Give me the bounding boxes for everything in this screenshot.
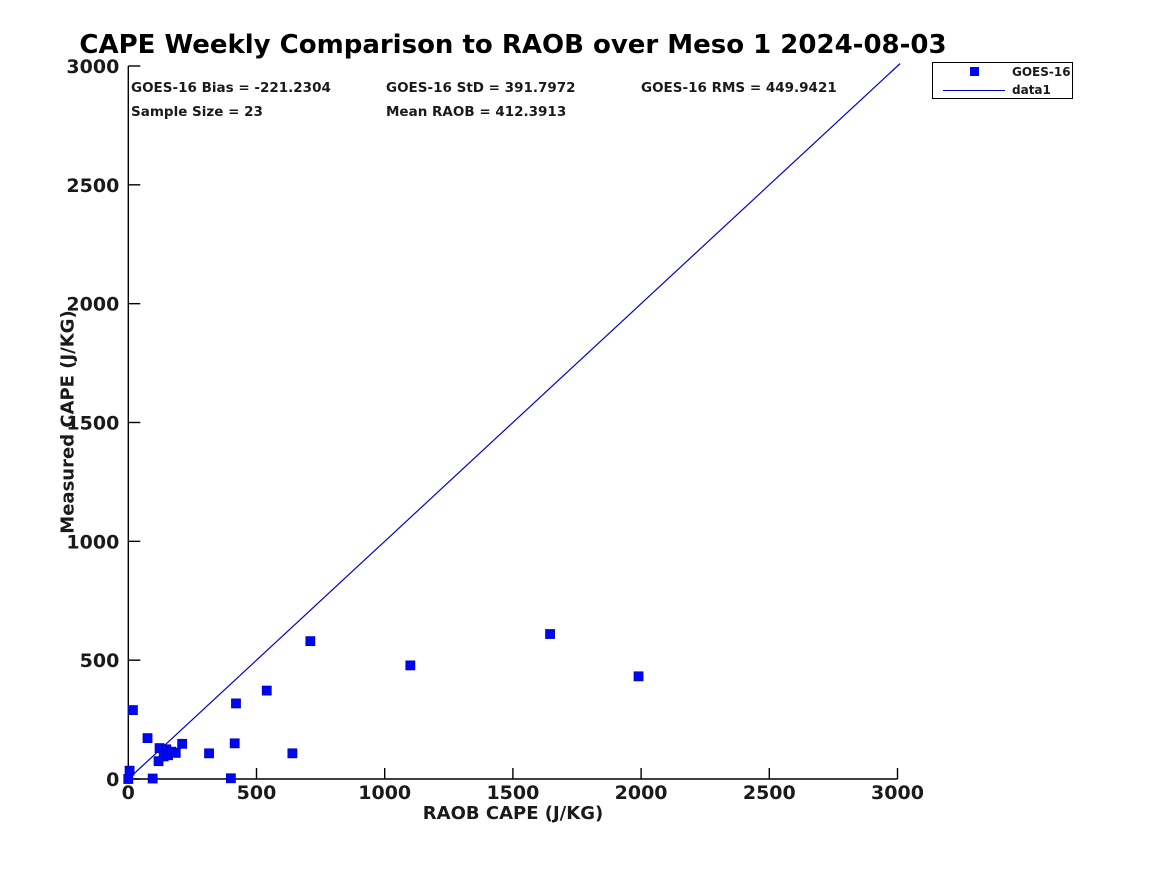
x-axis-label: RAOB CAPE (J/KG) (422, 803, 604, 824)
scatter-point (545, 629, 555, 639)
scatter-point (225, 773, 236, 784)
stat-mean-raob: Mean RAOB = 412.3913 (386, 104, 567, 120)
legend-box: GOES-16 data1 (932, 62, 1073, 99)
scatter-point (231, 698, 241, 709)
y-axis-label: Measured CAPE (J/KG) (57, 310, 79, 534)
stat-rms: GOES-16 RMS = 449.9421 (641, 80, 837, 96)
x-tick-label: 2500 (743, 782, 796, 804)
chart-title: CAPE Weekly Comparison to RAOB over Meso… (79, 30, 947, 60)
y-tick-label: 2500 (66, 175, 119, 197)
legend-line-icon (943, 90, 1005, 91)
y-tick-label: 1500 (66, 413, 119, 435)
legend-entry-goes16: GOES-16 (933, 63, 1072, 81)
legend-square-marker-icon (970, 67, 979, 76)
scatter-point (123, 774, 134, 784)
scatter-point (128, 705, 138, 715)
legend-label: data1 (1012, 83, 1051, 97)
x-tick-label: 3000 (871, 782, 924, 804)
y-tick-label: 500 (80, 650, 120, 672)
scatter-point (261, 685, 272, 696)
stat-sample-size: Sample Size = 23 (131, 104, 263, 120)
scatter-point (305, 636, 316, 647)
stat-bias: GOES-16 Bias = -221.2304 (131, 80, 331, 96)
x-tick-label: 1000 (358, 782, 411, 804)
legend-entry-data1: data1 (933, 81, 1072, 99)
x-tick-label: 0 (122, 782, 135, 804)
legend-label: GOES-16 (1012, 65, 1071, 79)
scatter-point (170, 747, 181, 758)
y-tick-label: 3000 (66, 56, 119, 78)
scatter-point (229, 738, 240, 749)
scatter-point (124, 765, 135, 776)
x-tick-label: 2000 (615, 782, 668, 804)
scatter-point (633, 671, 644, 682)
scatter-point (204, 748, 214, 759)
scatter-point (287, 748, 298, 759)
scatter-point (147, 773, 158, 784)
scatter-point (142, 733, 153, 744)
scatter-point (405, 660, 416, 671)
x-tick-label: 500 (237, 782, 277, 804)
stat-std: GOES-16 StD = 391.7972 (386, 80, 576, 96)
x-tick-label: 1500 (486, 782, 539, 804)
y-tick-label: 2000 (66, 294, 119, 316)
identity-line (127, 63, 901, 780)
y-tick-label: 0 (106, 769, 119, 791)
scatter-point (177, 738, 188, 749)
y-tick-label: 1000 (66, 531, 119, 553)
